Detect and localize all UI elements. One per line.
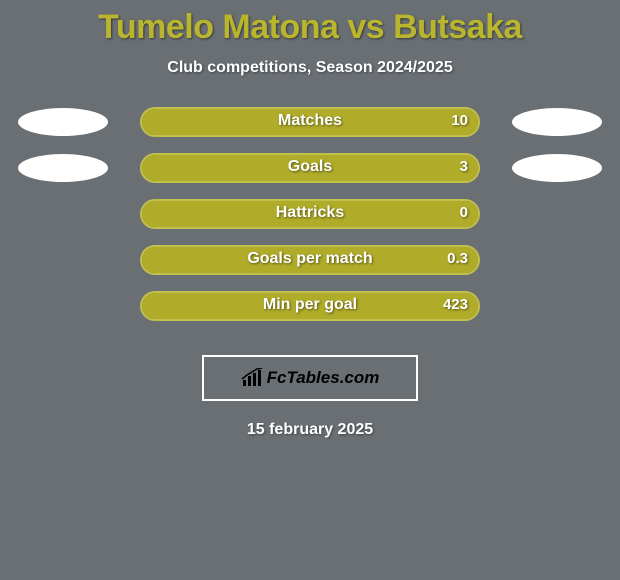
bar-value: 10 (451, 112, 468, 129)
stat-row: Matches10 (0, 107, 620, 153)
bar-label: Goals (140, 158, 480, 176)
avatar-right (512, 108, 602, 136)
brand-box[interactable]: FcTables.com (202, 355, 418, 401)
bar-label: Matches (140, 112, 480, 130)
chart-icon (241, 368, 265, 388)
bar-label: Min per goal (140, 296, 480, 314)
stat-row: Goals per match0.3 (0, 245, 620, 291)
bar-value: 423 (443, 296, 468, 313)
avatar-left (18, 154, 108, 182)
date-label: 15 february 2025 (0, 421, 620, 439)
page-title: Tumelo Matona vs Butsaka (0, 0, 620, 47)
stat-row: Min per goal423 (0, 291, 620, 337)
bar-label: Hattricks (140, 204, 480, 222)
bar-value: 0 (460, 204, 468, 221)
bar-value: 3 (460, 158, 468, 175)
bar-value: 0.3 (447, 250, 468, 267)
avatar-left (18, 108, 108, 136)
bar-label: Goals per match (140, 250, 480, 268)
avatar-right (512, 154, 602, 182)
comparison-card: Tumelo Matona vs Butsaka Club competitio… (0, 0, 620, 439)
stat-row: Hattricks0 (0, 199, 620, 245)
stats-bars: Matches10Goals3Hattricks0Goals per match… (0, 107, 620, 337)
stat-row: Goals3 (0, 153, 620, 199)
brand-label: FcTables.com (267, 368, 380, 388)
page-subtitle: Club competitions, Season 2024/2025 (0, 59, 620, 77)
